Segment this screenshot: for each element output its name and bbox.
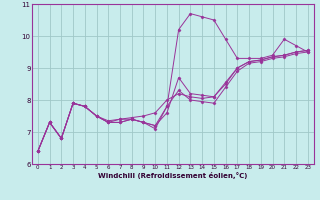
X-axis label: Windchill (Refroidissement éolien,°C): Windchill (Refroidissement éolien,°C) bbox=[98, 172, 247, 179]
